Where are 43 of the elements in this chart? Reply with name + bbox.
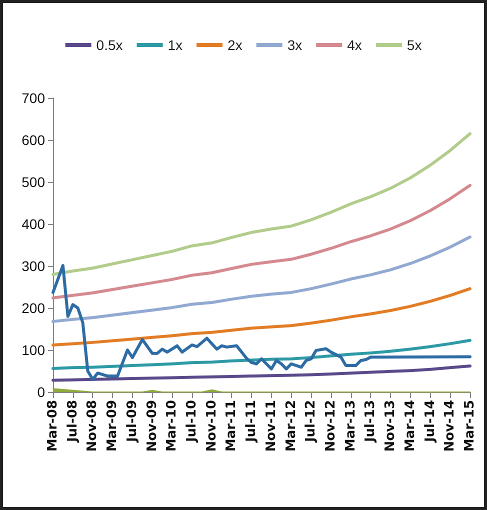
line-series xyxy=(52,364,472,382)
x-tick-label: Mar-15 xyxy=(462,400,478,452)
x-tick-label: Nov-13 xyxy=(383,400,398,452)
x-tick-label: Mar-08 xyxy=(46,400,60,452)
y-tick-label: 600 xyxy=(22,132,46,148)
line-series xyxy=(52,132,472,276)
x-tick-label: Jul-08 xyxy=(65,400,80,444)
x-tick-label: Nov-11 xyxy=(264,400,279,452)
x-tick-label: Jul-12 xyxy=(304,400,319,444)
x-tick-label: Jul-09 xyxy=(124,400,140,444)
line-series xyxy=(52,338,472,370)
line-series xyxy=(52,236,472,323)
x-tick-label: Mar-14 xyxy=(402,400,418,452)
y-tick-label: 0 xyxy=(37,384,46,400)
x-tick-label: Mar-09 xyxy=(105,400,120,452)
y-tick-label: 500 xyxy=(22,174,46,190)
y-tick-label: 100 xyxy=(22,342,46,358)
y-tick-label: 300 xyxy=(22,258,46,274)
legend-label: 4x xyxy=(347,37,362,53)
line-series xyxy=(52,287,472,346)
x-tick-label: Jul-14 xyxy=(422,400,438,444)
legend-label: 0.5x xyxy=(96,37,123,53)
x-tick-label: Nov-09 xyxy=(144,400,160,452)
x-tick-label: Jul-13 xyxy=(363,400,378,444)
legend-label: 3x xyxy=(287,37,302,53)
x-tick-label: Mar-10 xyxy=(164,400,180,452)
x-tick-label: Jul-10 xyxy=(184,400,200,444)
x-tick-label: Jul-11 xyxy=(244,400,260,444)
y-tick-label: 200 xyxy=(22,300,46,316)
x-tick-label: Nov-12 xyxy=(324,400,338,452)
x-tick-label: Mar-11 xyxy=(224,400,240,452)
y-tick-label: 700 xyxy=(22,90,46,106)
legend-label: 2x xyxy=(228,37,242,53)
line-series xyxy=(52,264,472,381)
x-tick-label: Nov-10 xyxy=(204,400,220,452)
y-tick-label: 400 xyxy=(22,216,46,232)
x-tick-label: Mar-12 xyxy=(284,400,299,452)
legend-label: 1x xyxy=(168,37,183,53)
x-tick-label: Mar-13 xyxy=(343,400,358,452)
x-tick-label: Nov-08 xyxy=(85,400,100,452)
legend-label: 5x xyxy=(406,37,422,53)
line-series xyxy=(52,184,472,300)
x-tick-label: Nov-14 xyxy=(442,400,458,452)
